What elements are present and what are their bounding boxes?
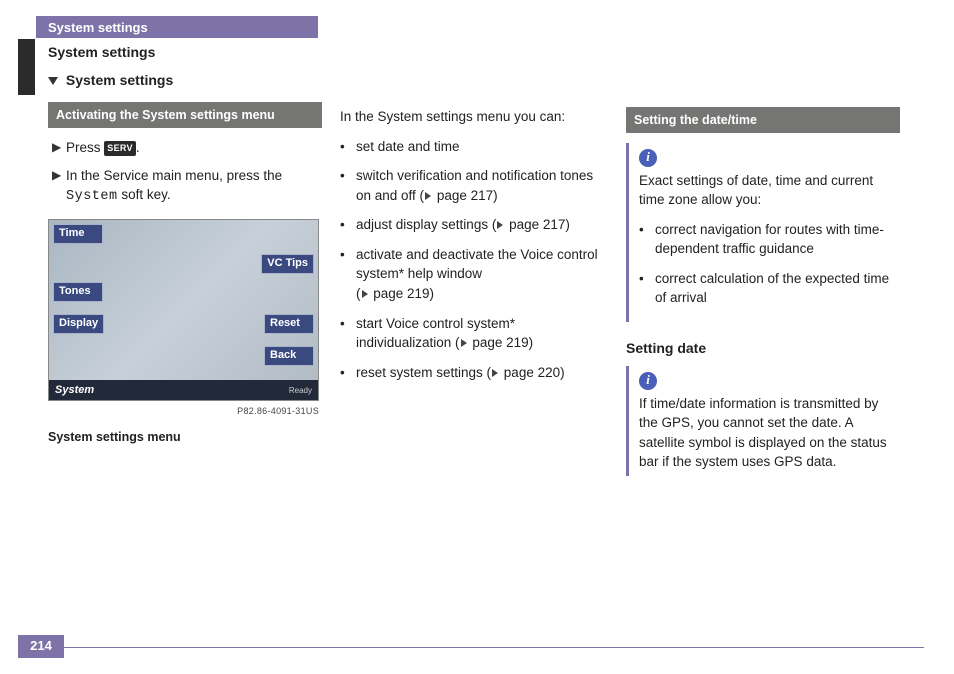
step-1: ▶ Press SERV. xyxy=(52,138,322,158)
column-2: In the System settings menu you can: set… xyxy=(340,107,600,392)
bullet-icon xyxy=(340,166,356,205)
step-2: ▶ In the Service main menu, press the Sy… xyxy=(52,166,322,207)
info2-text: If time/date information is transmitted … xyxy=(639,394,900,472)
ss-title-text: System xyxy=(55,384,94,396)
screenshot-caption: System settings menu xyxy=(48,428,322,446)
screenshot-code: P82.86-4091-31US xyxy=(48,405,319,418)
page-header-bar: System settings xyxy=(36,16,318,38)
page-number-stripe xyxy=(64,647,924,648)
column-1: Activating the System settings menu ▶ Pr… xyxy=(48,102,322,446)
serv-button-icon: SERV xyxy=(104,141,136,156)
section-heading-2-text: System settings xyxy=(66,72,173,88)
subheading-setting-date: Setting date xyxy=(626,338,900,358)
column-3: Setting the date/time i Exact settings o… xyxy=(626,107,900,492)
triangle-down-icon xyxy=(48,77,58,85)
ss-reset-button: Reset xyxy=(264,314,314,334)
page-ref-icon xyxy=(461,339,467,347)
step-2-b: soft key. xyxy=(118,187,171,202)
col2-b3: adjust display settings ( page 217) xyxy=(356,215,600,235)
info1-list: correct navigation for routes with time-… xyxy=(639,220,900,308)
side-tab xyxy=(18,39,35,95)
col2-b3p: page 217) xyxy=(505,217,570,232)
col2-b3a: adjust display settings ( xyxy=(356,217,496,232)
info1-b1: correct navigation for routes with time-… xyxy=(655,220,900,259)
step-2-a: In the Service main menu, press the xyxy=(66,168,282,183)
step-2-mono: System xyxy=(66,189,118,204)
step-1-a: Press xyxy=(66,140,101,155)
ss-ready-text: Ready xyxy=(289,385,312,397)
col2-intro: In the System settings menu you can: xyxy=(340,107,600,127)
page-ref-icon xyxy=(362,290,368,298)
col2-b5p: page 219) xyxy=(469,335,534,350)
info1-b2: correct calculation of the expected time… xyxy=(655,269,900,308)
bullet-icon xyxy=(340,137,356,157)
bullet-icon xyxy=(340,363,356,383)
col2-b4b: ( xyxy=(356,286,361,301)
info-icon: i xyxy=(639,149,657,167)
page-ref-icon xyxy=(425,192,431,200)
ss-back-button: Back xyxy=(264,346,314,366)
info-icon: i xyxy=(639,372,657,390)
col2-b1: set date and time xyxy=(356,137,600,157)
section-heading-1: System settings xyxy=(48,42,155,62)
ss-tones-button: Tones xyxy=(53,282,103,302)
info-box-2: i If time/date information is transmitte… xyxy=(626,366,900,476)
col2-b2: switch verification and notification ton… xyxy=(356,166,600,205)
col2-b2p: page 217) xyxy=(433,188,498,203)
page-number: 214 xyxy=(18,635,64,658)
col2-b5: start Voice control system* individualiz… xyxy=(356,314,600,353)
ss-title-bar: System Ready xyxy=(49,380,318,400)
col2-b4a: activate and deactivate the Voice contro… xyxy=(356,247,598,282)
bullet-icon xyxy=(639,220,655,259)
system-settings-screenshot: Time Tones Display VC Tips Reset Back Sy… xyxy=(48,219,319,401)
bullet-icon xyxy=(340,245,356,304)
bullet-icon xyxy=(639,269,655,308)
step-1-text: Press SERV. xyxy=(66,138,322,158)
section-heading-2: System settings xyxy=(48,70,173,90)
section-bar-activating: Activating the System settings menu xyxy=(48,102,322,128)
section-bar-datetime: Setting the date/time xyxy=(626,107,900,133)
col2-b6: reset system settings ( page 220) xyxy=(356,363,600,383)
bullet-icon xyxy=(340,215,356,235)
step-marker-icon: ▶ xyxy=(52,167,66,207)
bullet-icon xyxy=(340,314,356,353)
col2-b4p: page 219) xyxy=(370,286,435,301)
col2-b6p: page 220) xyxy=(500,365,565,380)
col2-b6a: reset system settings ( xyxy=(356,365,491,380)
col2-list: set date and time switch verification an… xyxy=(340,137,600,383)
info1-intro: Exact settings of date, time and current… xyxy=(639,171,900,210)
step-2-text: In the Service main menu, press the Syst… xyxy=(66,166,322,207)
page-ref-icon xyxy=(492,369,498,377)
step-marker-icon: ▶ xyxy=(52,139,66,158)
ss-vctips-button: VC Tips xyxy=(261,254,314,274)
page-ref-icon xyxy=(497,221,503,229)
step-1-b: . xyxy=(136,140,140,155)
ss-display-button: Display xyxy=(53,314,104,334)
ss-time-button: Time xyxy=(53,224,103,244)
info-box-1: i Exact settings of date, time and curre… xyxy=(626,143,900,322)
col2-b4: activate and deactivate the Voice contro… xyxy=(356,245,600,304)
